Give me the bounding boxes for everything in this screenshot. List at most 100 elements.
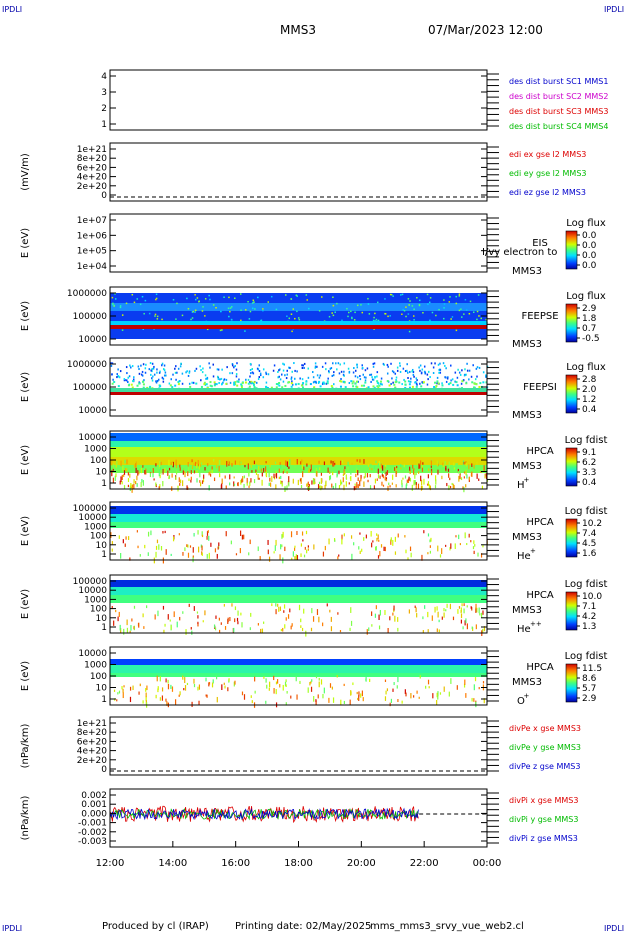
spectrogram-cell bbox=[188, 478, 190, 481]
spectrogram-cell bbox=[290, 385, 293, 388]
spectrogram-cell bbox=[221, 329, 223, 331]
spectrogram-cell bbox=[339, 363, 341, 366]
colorbar-title: Log flux bbox=[566, 291, 606, 302]
spectrogram-cell bbox=[336, 302, 338, 305]
spectrogram-cell bbox=[229, 381, 232, 384]
spectrogram-cell bbox=[416, 613, 418, 618]
spectrogram-cell bbox=[441, 475, 443, 480]
spectrogram-cell bbox=[249, 369, 252, 372]
spectrogram-cell bbox=[476, 318, 478, 321]
spectrogram-cell bbox=[327, 377, 329, 380]
spectrogram-cell bbox=[175, 378, 177, 381]
spectrogram-cell bbox=[348, 370, 351, 373]
spectrogram-cell bbox=[113, 380, 116, 383]
spectrogram-cell bbox=[212, 375, 215, 378]
spectrogram-cell bbox=[391, 370, 394, 373]
spectrogram-cell bbox=[405, 549, 407, 554]
corner-label-top-right: IPDLI bbox=[604, 5, 624, 14]
spectrogram-cell bbox=[224, 685, 226, 689]
spectrogram-band bbox=[110, 433, 487, 441]
spectrogram-cell bbox=[259, 556, 261, 561]
spectrogram-cell bbox=[364, 379, 367, 382]
spectrogram-cell bbox=[327, 467, 329, 473]
spectrogram-cell bbox=[307, 481, 309, 486]
spectrogram-cell bbox=[404, 535, 406, 538]
spectrogram-cell bbox=[394, 381, 397, 384]
spectrogram-cell bbox=[220, 377, 223, 380]
spectrogram-cell bbox=[426, 383, 429, 386]
spectrogram-cell bbox=[155, 297, 158, 300]
spectrogram-cell bbox=[236, 380, 239, 383]
footer-filename: mms_mms3_srvy_vue_web2.cl bbox=[370, 921, 524, 932]
spectrogram-cell bbox=[415, 481, 417, 485]
spectrogram-cell bbox=[204, 467, 206, 471]
spectrogram-cell bbox=[443, 317, 445, 320]
spectrogram-cell bbox=[222, 381, 224, 384]
spectrogram-cell bbox=[343, 362, 346, 365]
colorbar-title: Log fdist bbox=[565, 506, 608, 517]
spectrogram-cell bbox=[241, 381, 244, 384]
spectrogram-cell bbox=[394, 467, 396, 471]
spectrogram-cell bbox=[252, 372, 255, 375]
colorbar-tick-label: 4.5 bbox=[582, 539, 596, 549]
spectrogram-cell bbox=[437, 694, 439, 700]
spectrogram-cell bbox=[182, 551, 184, 556]
spectrogram-cell bbox=[389, 616, 391, 621]
spectrogram-cell bbox=[256, 367, 259, 370]
spectrogram-cell bbox=[168, 467, 171, 471]
spectrogram-cell bbox=[215, 383, 218, 386]
spectrogram-cell bbox=[225, 485, 227, 490]
spectrogram-cell bbox=[340, 377, 342, 380]
spectrogram-cell bbox=[475, 383, 478, 386]
spectrogram-cell bbox=[429, 319, 431, 322]
spectrogram-cell bbox=[344, 386, 347, 389]
spectrogram-cell bbox=[115, 464, 117, 468]
spectrogram-cell bbox=[286, 373, 289, 376]
spectrogram-cell bbox=[273, 473, 275, 479]
spectrogram-cell bbox=[472, 311, 475, 313]
spectrogram-cell bbox=[111, 362, 114, 365]
spectrogram-cell bbox=[126, 619, 128, 626]
spectrogram-cell bbox=[144, 544, 146, 549]
spectrogram-cell bbox=[161, 318, 163, 321]
spectrogram-cell bbox=[343, 370, 345, 373]
spectrogram-cell bbox=[409, 469, 411, 475]
spectrogram-cell bbox=[307, 548, 309, 551]
spectrogram-cell bbox=[122, 692, 124, 699]
spectrogram-cell bbox=[299, 377, 301, 380]
spectrogram-cell bbox=[434, 381, 437, 384]
spectrogram-cell bbox=[463, 476, 465, 479]
spectrogram-cell bbox=[159, 460, 161, 466]
spectrogram-cell bbox=[457, 609, 459, 614]
spectrogram-cell bbox=[228, 296, 230, 299]
spacecraft-label: MMS3 bbox=[512, 605, 542, 616]
spectrogram-cell bbox=[402, 367, 405, 370]
spectrogram-cell bbox=[288, 476, 290, 483]
spectrogram-cell bbox=[282, 627, 284, 632]
spectrogram-cell bbox=[290, 695, 292, 699]
spectrogram-cell bbox=[462, 379, 465, 382]
spectrogram-cell bbox=[140, 482, 142, 488]
spectrogram-cell bbox=[291, 330, 293, 333]
spectrogram-cell bbox=[203, 383, 206, 386]
spectrogram-cell bbox=[254, 676, 256, 682]
spectrogram-cell bbox=[437, 545, 439, 552]
spectrogram-cell bbox=[310, 686, 313, 692]
y-tick-label: 10000 bbox=[78, 649, 107, 659]
spectrogram-cell bbox=[311, 371, 314, 374]
spectrogram-cell bbox=[173, 611, 175, 618]
colorbar-tick-label: 0.7 bbox=[582, 324, 596, 334]
spectrogram-cell bbox=[485, 462, 487, 466]
spectrogram-cell bbox=[427, 370, 430, 373]
spectrogram-cell bbox=[458, 309, 461, 312]
spectrogram-cell bbox=[414, 480, 416, 485]
spectrogram-cell bbox=[188, 370, 191, 373]
spectrogram-cell bbox=[387, 628, 389, 633]
spectrogram-cell bbox=[310, 627, 313, 632]
spectrogram-cell bbox=[162, 380, 165, 383]
spectrogram-cell bbox=[170, 553, 172, 556]
colorbar-title: Log fdist bbox=[565, 651, 608, 662]
spectrogram-cell bbox=[294, 369, 296, 372]
spectrogram-cell bbox=[207, 530, 209, 533]
